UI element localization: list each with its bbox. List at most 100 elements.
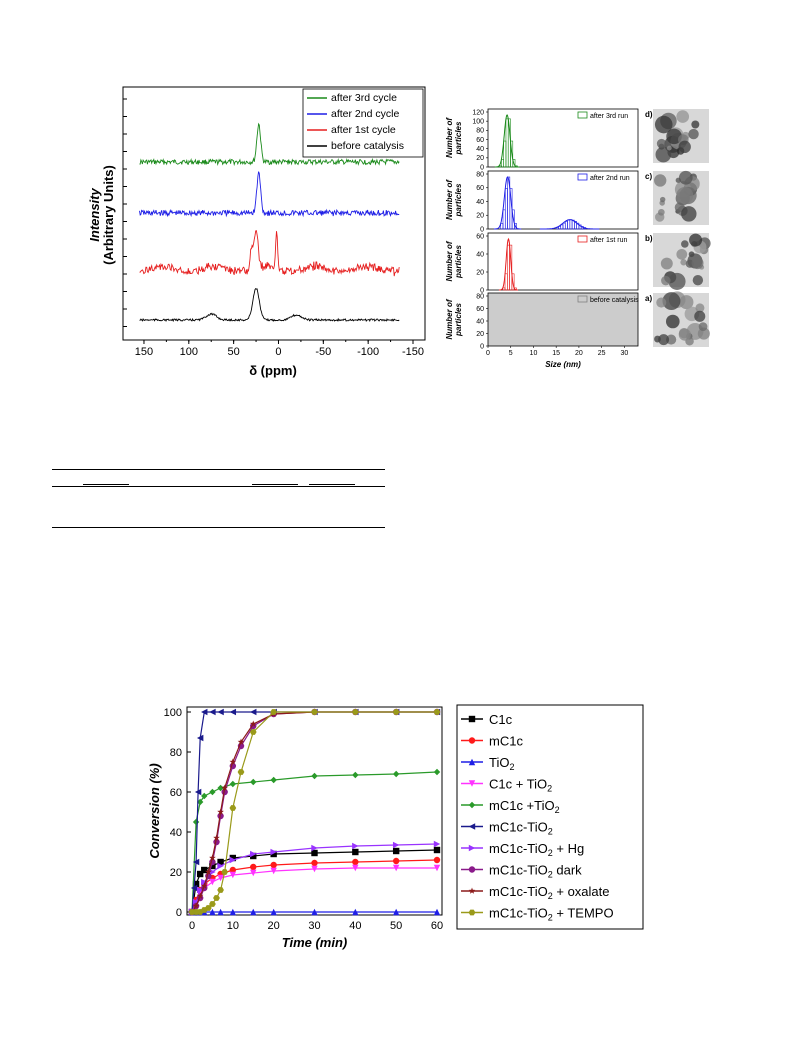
tem-particle [654, 115, 673, 134]
nmr-x-axis-label: δ (ppm) [249, 363, 297, 378]
conv-y-tick-label: 80 [170, 747, 182, 759]
data-point [433, 846, 441, 854]
tem-particle [691, 120, 700, 129]
tem-panel-letter: c) [645, 172, 652, 181]
data-point [250, 708, 257, 716]
tem-particle [658, 334, 670, 346]
hist-y-axis-label-2: particles [454, 244, 463, 278]
table-top-rule [52, 469, 385, 470]
tem-particle [656, 297, 667, 308]
data-point [196, 870, 204, 878]
data-point [352, 709, 359, 715]
conversion-chart: 0 10 20 30 40 50 60 0 20 40 60 80 100 Time (min) Conve… [147, 704, 644, 950]
hist-bar [502, 209, 506, 230]
hist-y-axis-label: Number of [445, 240, 454, 281]
table-bottom-rule [52, 527, 385, 528]
hist-y-tick-label: 20 [476, 331, 484, 338]
conv-legend-entry: mC1c [489, 734, 523, 749]
conv-legend-entry: C1c [489, 712, 513, 727]
conv-legend-entry: mC1c-TiO2 + oxalate [489, 884, 610, 901]
hist-legend-entry: after 1st run [590, 237, 627, 244]
tem-particle [695, 303, 705, 313]
data-point [190, 884, 198, 892]
nmr-spectra-figure: 150 100 50 0 -50 -100 -150 δ (ppm) Intensity (Arb… [87, 86, 426, 378]
hist-y-tick-label: 120 [472, 109, 484, 116]
data-point [250, 863, 257, 871]
data-point [433, 908, 441, 916]
hist-bar [511, 273, 515, 291]
data-point [192, 902, 200, 909]
hist-y-tick-label: 60 [476, 137, 484, 144]
table-sub-rule-3 [309, 484, 355, 485]
hist-y-tick-label: 80 [476, 171, 484, 178]
hist-y-tick-label: 60 [476, 185, 484, 192]
hist-bar [562, 222, 566, 230]
tem-particle [678, 140, 691, 154]
data-point [468, 909, 476, 916]
data-point [270, 848, 277, 856]
conv-series-1 [188, 856, 441, 916]
conv-series-2 [188, 908, 441, 916]
data-point [468, 823, 476, 830]
tem-particle [657, 208, 665, 216]
hist-x-tick-label: 25 [598, 350, 606, 357]
tem-particle [697, 327, 710, 340]
data-point [229, 866, 237, 874]
conv-y-tick-label: 100 [164, 707, 182, 719]
hist-y-tick-label: 0 [480, 226, 484, 233]
conv-y-tick-label: 60 [170, 787, 182, 799]
data-point [229, 871, 237, 879]
data-point [209, 708, 216, 716]
hist-y-axis-label-2: particles [454, 183, 463, 217]
data-point [433, 768, 441, 776]
nmr-x-tick-label: -100 [357, 346, 379, 358]
tem-particle [668, 272, 686, 290]
tem-particle [689, 233, 703, 247]
conv-series-6 [188, 840, 441, 916]
nmr-spectrum-after-3rd-cycle [139, 122, 400, 167]
data-point [200, 882, 208, 889]
tem-particle [676, 186, 694, 204]
data-point [201, 878, 208, 886]
hist-y-axis-label: Number of [445, 298, 454, 339]
data-point [392, 864, 400, 872]
data-point [392, 857, 400, 865]
data-point [250, 869, 257, 877]
data-point [217, 908, 224, 916]
hist-bar [504, 273, 508, 291]
hist-y-tick-label: 40 [476, 251, 484, 258]
data-point [468, 801, 476, 809]
data-point [270, 776, 277, 784]
data-point [311, 865, 318, 873]
tem-particle [666, 334, 677, 345]
hist-legend-swatch [577, 295, 588, 303]
tem-panel-letter: b) [645, 234, 653, 243]
hist-bar [501, 159, 504, 168]
hist-bar [511, 209, 515, 230]
data-point [209, 878, 216, 886]
data-point [352, 848, 359, 856]
data-point [209, 788, 216, 796]
data-point [229, 908, 237, 916]
hist-bar [503, 140, 507, 168]
hist-bar [507, 244, 510, 291]
nmr-legend-entry: after 1st cycle [331, 124, 396, 136]
conv-x-tick-label: 50 [390, 920, 402, 932]
data-point [468, 780, 476, 787]
data-point [209, 862, 216, 870]
nmr-spectrum-before-catalysis [139, 287, 400, 323]
hist-y-tick-label: 40 [476, 146, 484, 153]
data-point [217, 874, 224, 882]
data-point [209, 901, 216, 907]
hist-panel-frame [487, 292, 639, 347]
nmr-x-tick-label: -150 [402, 346, 424, 358]
data-point [192, 818, 200, 826]
hist-legend-swatch [577, 111, 588, 119]
hist-fit-curve [494, 114, 520, 168]
conv-x-tick-label: 40 [349, 920, 361, 932]
data-point [217, 708, 224, 716]
data-point [217, 887, 224, 893]
data-point [229, 805, 237, 811]
conv-series-line [191, 711, 437, 913]
nmr-y-axis-label-2: (Arbitrary Units) [101, 165, 116, 265]
